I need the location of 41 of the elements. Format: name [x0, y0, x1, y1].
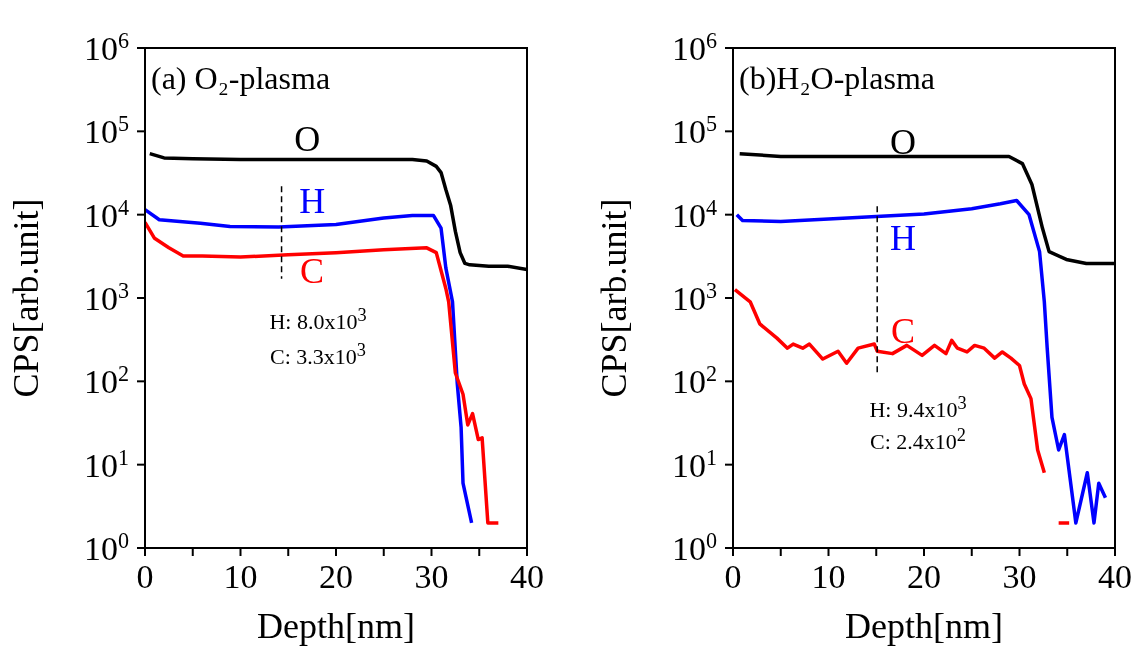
- chart-title: (a) O₂-plasma: [151, 60, 331, 97]
- y-tick-label: 10$^{0}$: [671, 527, 717, 567]
- x-tick-label: 0: [136, 558, 154, 595]
- x-tick-label: 30: [414, 558, 449, 595]
- x-axis-title: Depth[nm]: [257, 606, 415, 646]
- y-tick-label: 10$^{6}$: [671, 27, 717, 67]
- y-tick-label: 10$^{2}$: [671, 360, 717, 401]
- y-tick-label: 10$^{1}$: [671, 444, 717, 484]
- x-tick-label: 40: [510, 558, 544, 595]
- y-tick-label: 10$^{3}$: [83, 277, 129, 317]
- series-label: C: [300, 251, 325, 292]
- x-tick-label: 40: [1098, 558, 1132, 595]
- annotation: C: 3.3x10$^{3}$: [270, 339, 366, 371]
- y-tick-label: 10$^{2}$: [83, 360, 129, 401]
- y-tick-label: 10$^{4}$: [671, 194, 717, 234]
- series-label: H: [889, 218, 916, 259]
- y-tick-label: 10$^{1}$: [83, 444, 129, 484]
- y-axis-title: CPS[arb.unit]: [593, 198, 634, 398]
- y-tick-label: 10$^{4}$: [83, 194, 129, 234]
- chart-title: (b)H₂O-plasma: [739, 60, 935, 97]
- x-tick-label: 30: [1002, 558, 1037, 595]
- annotation: C: 2.4x10$^{2}$: [870, 424, 966, 456]
- x-tick-label: 10: [223, 558, 258, 595]
- y-tick-label: 10$^{6}$: [83, 27, 129, 67]
- y-tick-label: 10$^{3}$: [671, 277, 717, 317]
- annotation: H: 8.0x10$^{3}$: [269, 304, 367, 336]
- y-tick-label: 10$^{0}$: [83, 527, 129, 567]
- annotation: H: 9.4x10$^{3}$: [869, 392, 967, 424]
- y-tick-label: 10$^{5}$: [83, 110, 129, 151]
- series-label: O: [889, 122, 916, 163]
- y-axis-title: CPS[arb.unit]: [5, 198, 46, 398]
- x-axis-title: Depth[nm]: [845, 606, 1003, 646]
- x-tick-label: 20: [907, 558, 941, 595]
- series-label: H: [299, 181, 326, 222]
- y-tick-label: 10$^{5}$: [671, 110, 717, 151]
- x-tick-label: 0: [724, 558, 742, 595]
- x-tick-label: 20: [319, 558, 353, 595]
- series-label: O: [294, 118, 321, 159]
- series-label: C: [890, 311, 915, 352]
- line-series: [735, 198, 1108, 525]
- x-tick-label: 10: [811, 558, 846, 595]
